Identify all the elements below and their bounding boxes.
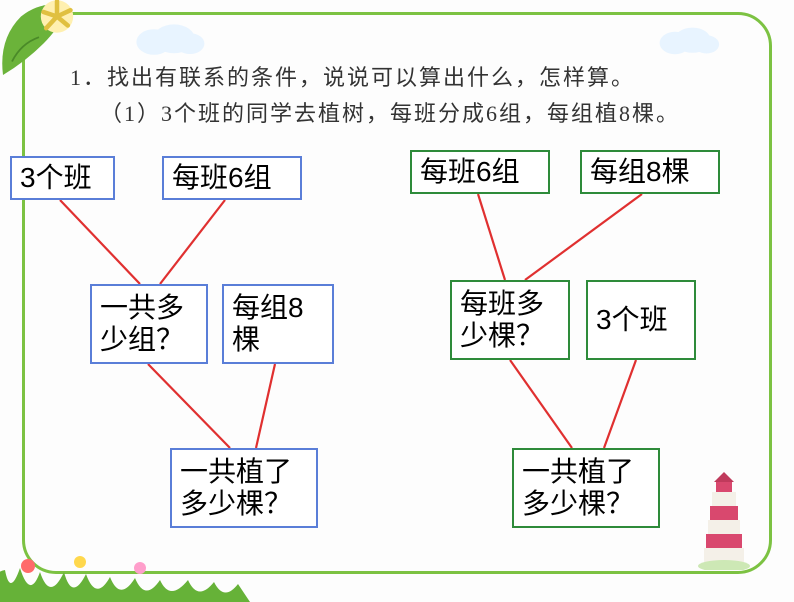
grass-decoration-icon (0, 522, 250, 602)
left-node-6-groups-per-class: 每班6组 (162, 156, 302, 200)
lighthouse-icon (698, 470, 750, 570)
left-node-3-classes: 3个班 (10, 156, 115, 200)
right-node-6-groups-per-class: 每班6组 (410, 150, 550, 194)
left-node-8-trees-per-group: 每组8棵 (222, 284, 334, 364)
right-node-8-trees-per-group: 每组8棵 (580, 150, 720, 194)
cloud-icon (654, 22, 724, 57)
question-line-1: 1．找出有联系的条件，说说可以算出什么，怎样算。 (70, 60, 635, 92)
left-node-total-groups: 一共多少组？ (90, 284, 208, 364)
left-node-total-trees: 一共植了多少棵？ (170, 448, 318, 528)
right-node-trees-per-class: 每班多少棵？ (450, 280, 570, 360)
cloud-icon (130, 18, 210, 58)
question-number: 1． (70, 65, 107, 90)
question-line-2: （1）3个班的同学去植树，每班分成6组，每组植8棵。 (100, 96, 680, 128)
question-text: 找出有联系的条件，说说可以算出什么，怎样算。 (107, 65, 635, 90)
right-node-total-trees: 一共植了多少棵？ (512, 448, 660, 528)
right-node-3-classes: 3个班 (586, 280, 696, 360)
